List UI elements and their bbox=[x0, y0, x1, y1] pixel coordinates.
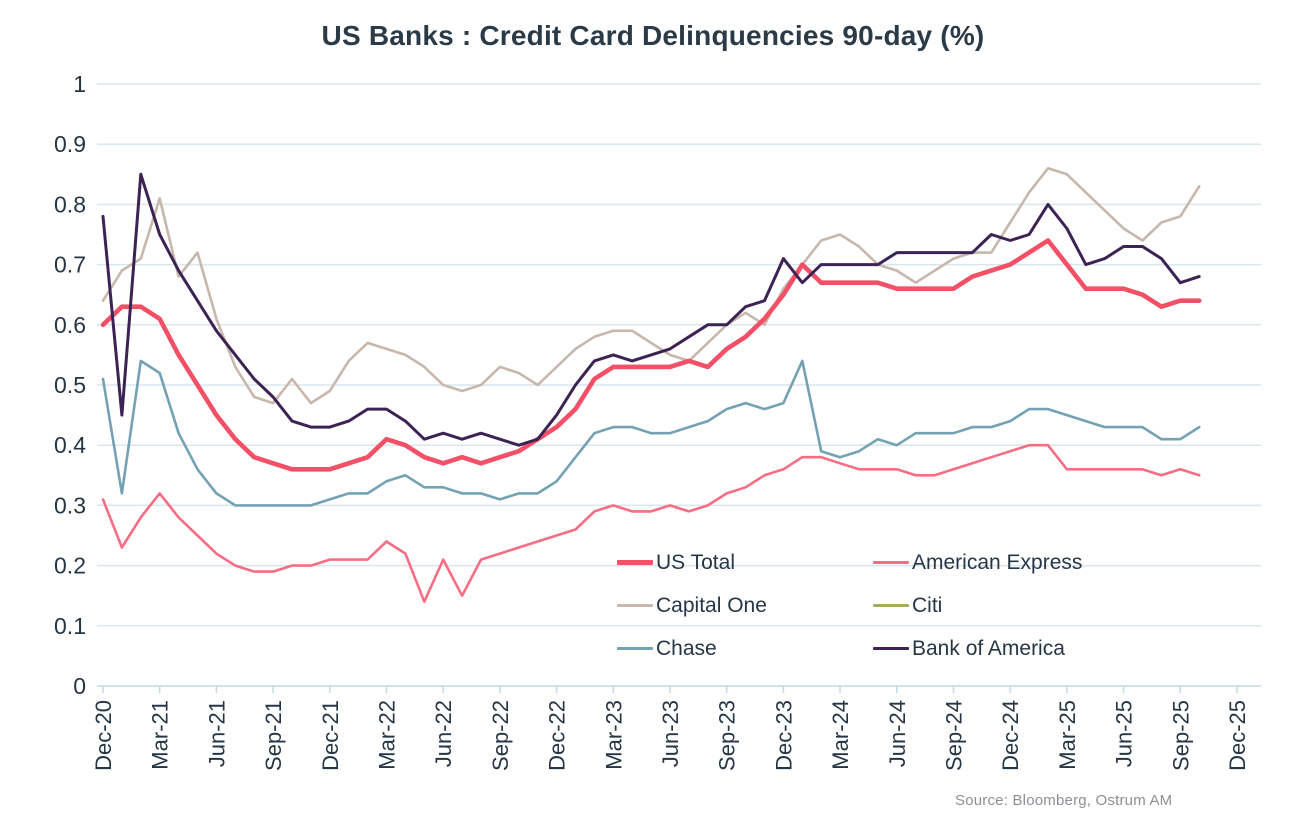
series-line-chase bbox=[101, 359, 1201, 507]
series-line-bank-of-america bbox=[101, 172, 1201, 447]
legend-item-citi: Citi bbox=[873, 584, 1213, 627]
y-tick-label: 0.3 bbox=[54, 492, 86, 518]
y-tick-label: 0.1 bbox=[54, 613, 86, 639]
series-line-american-express bbox=[101, 443, 1201, 604]
x-tick-label: Sep-23 bbox=[715, 700, 740, 771]
x-tick-label: Jun-21 bbox=[204, 700, 229, 767]
y-tick-label: 0.2 bbox=[54, 553, 86, 579]
y-tick-label: 0 bbox=[73, 673, 86, 699]
y-tick-label: 0.8 bbox=[54, 191, 86, 217]
legend: US Total American Express Capital One Citi C… bbox=[617, 541, 1213, 670]
legend-item-us-total: US Total bbox=[617, 541, 873, 584]
legend-swatch-us-total bbox=[617, 560, 653, 565]
x-tick-label: Dec-23 bbox=[771, 700, 796, 771]
x-tick-label: Sep-25 bbox=[1168, 700, 1193, 771]
y-tick-label: 0.9 bbox=[54, 131, 86, 157]
y-tick-label: 1 bbox=[73, 71, 86, 97]
series-line-us-total bbox=[100, 238, 1202, 472]
legend-item-capital-one: Capital One bbox=[617, 584, 873, 627]
x-tick-label: Mar-23 bbox=[601, 700, 626, 770]
x-tick-label: Jun-22 bbox=[431, 700, 456, 767]
x-tick-label: Sep-24 bbox=[942, 700, 967, 771]
y-tick-label: 0.7 bbox=[54, 252, 86, 278]
legend-item-american-express: American Express bbox=[873, 541, 1213, 584]
y-tick-label: 0.5 bbox=[54, 372, 86, 398]
legend-swatch-american-express bbox=[873, 561, 909, 564]
legend-swatch-chase bbox=[617, 647, 653, 650]
y-tick-label: 0.6 bbox=[54, 312, 86, 338]
y-tick-label: 0.4 bbox=[54, 432, 86, 458]
chart-title: US Banks : Credit Card Delinquencies 90-… bbox=[321, 20, 985, 51]
x-tick-label: Jun-23 bbox=[658, 700, 683, 767]
x-tick-label: Dec-21 bbox=[318, 700, 343, 771]
legend-label-us-total: US Total bbox=[656, 550, 735, 574]
source-note: Source: Bloomberg, Ostrum AM bbox=[955, 792, 1173, 809]
legend-swatch-capital-one bbox=[617, 604, 653, 607]
legend-item-chase: Chase bbox=[617, 627, 873, 670]
legend-label-bank-of-america: Bank of America bbox=[912, 636, 1065, 660]
x-tick-label: Mar-24 bbox=[828, 700, 853, 770]
x-tick-label: Dec-25 bbox=[1225, 700, 1250, 771]
x-tick-label: Jun-24 bbox=[885, 700, 910, 767]
x-tick-label: Jun-25 bbox=[1112, 700, 1137, 767]
x-tick-label: Dec-20 bbox=[91, 700, 116, 771]
x-tick-label: Dec-24 bbox=[998, 700, 1023, 771]
x-tick-label: Mar-22 bbox=[375, 700, 400, 770]
x-tick-label: Sep-21 bbox=[261, 700, 286, 771]
x-tick-label: Sep-22 bbox=[488, 700, 513, 771]
legend-label-american-express: American Express bbox=[912, 550, 1083, 574]
x-tick-label: Dec-22 bbox=[545, 700, 570, 771]
legend-swatch-citi bbox=[873, 604, 909, 607]
x-tick-label: Mar-21 bbox=[148, 700, 173, 770]
series-line-capital-one bbox=[101, 167, 1201, 405]
legend-label-capital-one: Capital One bbox=[656, 593, 767, 617]
x-tick-label: Mar-25 bbox=[1055, 700, 1080, 770]
legend-swatch-bank-of-america bbox=[873, 647, 909, 650]
legend-item-bank-of-america: Bank of America bbox=[873, 627, 1213, 670]
legend-label-chase: Chase bbox=[656, 636, 717, 660]
legend-label-citi: Citi bbox=[912, 593, 943, 617]
